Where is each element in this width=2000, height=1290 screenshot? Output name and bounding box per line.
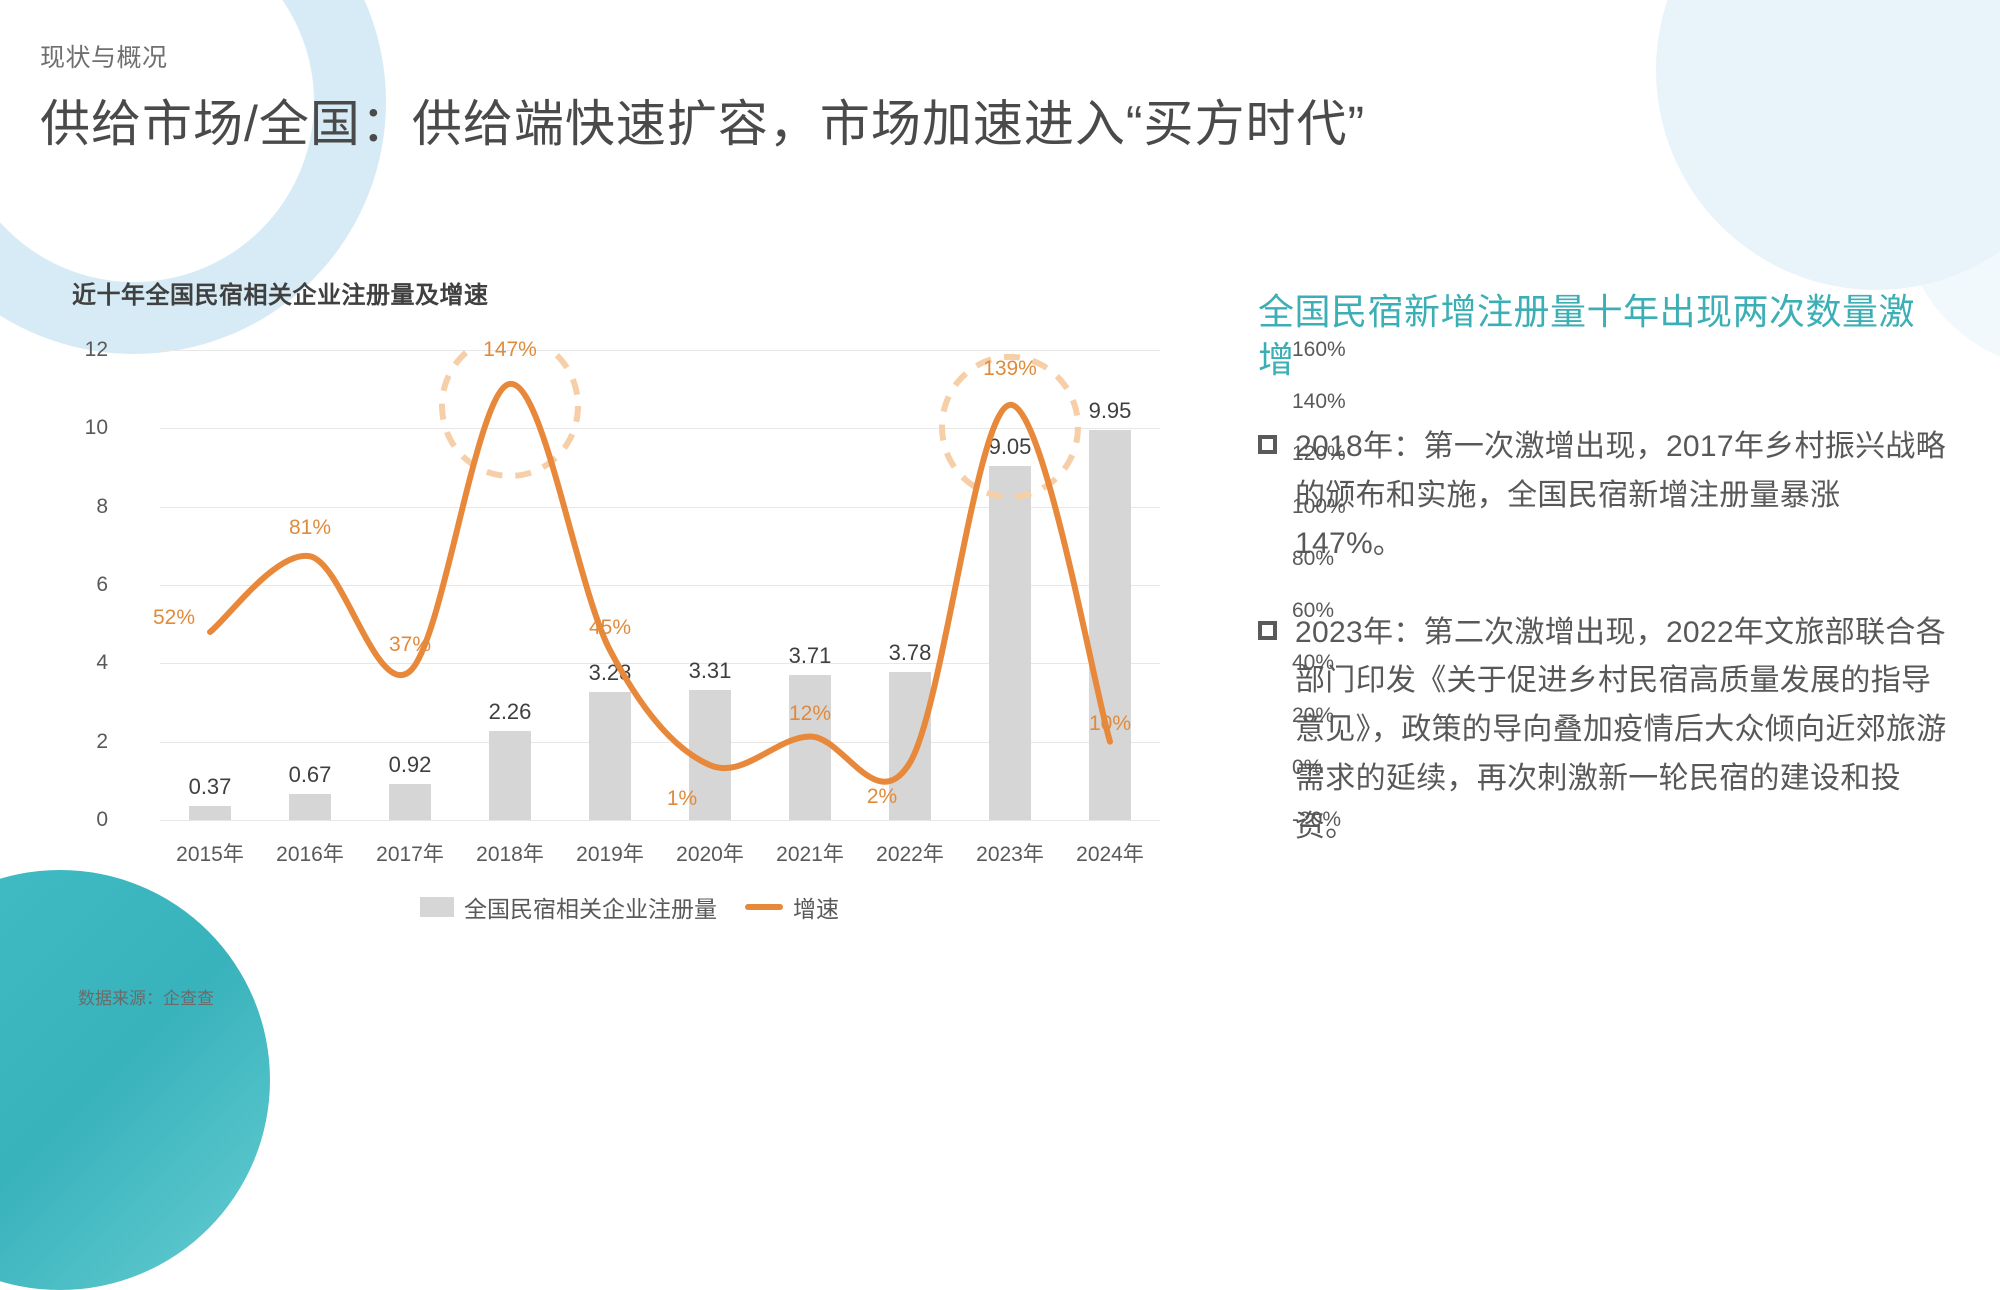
chart-line-series [207, 350, 1113, 785]
secondary-y-axis-tick-label: 80% [1292, 546, 1335, 570]
list-item: 2018年：第一次激增出现，2017年乡村振兴战略的颁布和实施，全国民宿新增注册… [1258, 423, 1948, 569]
line-value-label: 139% [983, 356, 1037, 380]
bar-value-label: 0.37 [188, 773, 232, 799]
bar-value-label: 9.05 [988, 433, 1032, 459]
highlight-ellipse-annotation [939, 353, 1081, 500]
growth-rate-line [207, 380, 1113, 785]
line-value-label: 10% [1088, 711, 1132, 735]
x-axis-tick-label: 2021年 [776, 843, 844, 866]
right-panel-heading: 全国民宿新增注册量十年出现两次数量激增 [1258, 291, 1916, 380]
bar-value-label: 2.26 [488, 699, 532, 725]
x-axis-tick-label: 2020年 [676, 843, 744, 866]
line-swatch-icon [745, 904, 783, 910]
chart-bar [989, 465, 1031, 820]
chart-bar [1089, 430, 1131, 820]
secondary-y-axis-tick-label: 20% [1292, 703, 1335, 727]
chart-gridline [160, 585, 1160, 586]
line-value-label: 52% [152, 606, 196, 629]
chart-bar [189, 805, 231, 820]
bar-value-label: 0.92 [388, 751, 432, 777]
x-axis-tick-label: 2016年 [276, 843, 344, 866]
chart-title: 近十年全国民宿相关企业注册量及增速 [72, 282, 489, 309]
chart-gridline [160, 741, 1160, 743]
page-title: 供给市场/全国：供给端快速扩容，市场加速进入“买方时代” [40, 96, 1366, 152]
y-axis-tick-label: 4 [96, 651, 108, 675]
chart-gridline [160, 506, 1160, 508]
decorative-circle-top-right [1656, 0, 2000, 290]
bullet-text: 2018年：第一次激增出现，2017年乡村振兴战略的颁布和实施，全国民宿新增注册… [1295, 430, 1946, 561]
chart-gridline [160, 663, 1160, 665]
square-bullet-icon [1258, 435, 1277, 455]
x-axis-tick-label: 2017年 [376, 843, 444, 866]
x-axis-tick-label: 2015年 [176, 843, 244, 866]
bar-value-label: 3.31 [688, 658, 732, 684]
chart-area: 0 2 4 6 8 10 12 -20% 0% 20% 40% 60% 80% 100% 120% 140% 1… [40, 338, 1346, 866]
legend-item-registrations[interactable]: 全国民宿相关企业注册量 [420, 890, 717, 924]
decorative-circle-bottom-left [0, 870, 270, 1290]
bar-swatch-icon [420, 897, 454, 917]
chart-gridline [160, 428, 1160, 430]
chart-block: 近十年全国民宿相关企业注册量及增速 0 2 4 6 8 10 12 -20% 0% 20% 40% 6… [40, 275, 1346, 866]
bar-value-label: 3.78 [888, 639, 932, 665]
y-axis-tick-label: 0 [96, 808, 108, 831]
chart-bar [289, 793, 331, 820]
chart-plot-area: 0 2 4 6 8 10 12 -20% 0% 20% 40% 60% 80% 100% 120% 140% 1… [85, 338, 1346, 831]
highlight-ellipse-annotation [439, 350, 581, 479]
line-value-label: 37% [388, 633, 432, 657]
x-axis-tick-label: 2024年 [1076, 843, 1144, 866]
list-item: 2023年：第二次激增出现，2022年文旅部联合各部门印发《关于促进乡村民宿高质… [1258, 609, 1948, 852]
chart-gridline [160, 350, 1160, 351]
secondary-y-axis-tick-label: 0% [1292, 755, 1323, 779]
line-value-label: 81% [288, 516, 332, 540]
secondary-y-axis-tick-label: 40% [1292, 651, 1335, 675]
chart-gridline [160, 820, 1160, 821]
chart-bar [489, 731, 531, 820]
secondary-y-axis-tick-label: 140% [1292, 390, 1346, 414]
secondary-y-axis-tick-label: 60% [1292, 599, 1335, 623]
slide-header: 现状与概况 供给市场/全国：供给端快速扩容，市场加速进入“买方时代” [40, 38, 1365, 156]
y-axis-tick-label: 10 [84, 416, 108, 440]
line-value-label: 12% [788, 702, 832, 726]
y-axis-tick-label: 6 [96, 573, 108, 596]
secondary-y-axis-tick-label: 120% [1292, 442, 1346, 466]
legend-label: 增速 [793, 896, 839, 922]
line-value-label: 2% [866, 784, 898, 808]
bullet-text: 2023年：第二次激增出现，2022年文旅部联合各部门印发《关于促进乡村民宿高质… [1295, 615, 1947, 844]
y-axis-tick-label: 2 [96, 729, 108, 753]
secondary-y-axis-tick-label: 100% [1292, 494, 1346, 518]
line-value-label: 147% [483, 337, 537, 361]
x-axis-tick-label: 2019年 [576, 843, 644, 866]
chart-bar [889, 671, 931, 820]
y-axis-tick-label: 8 [96, 494, 108, 518]
chart-bar [589, 691, 631, 820]
square-bullet-icon [1258, 620, 1277, 640]
chart-legend: 全国民宿相关企业注册量 增速 [420, 890, 839, 924]
x-axis-tick-label: 2022年 [876, 843, 944, 866]
line-value-label: 45% [588, 616, 632, 640]
source-note: 数据来源：企查查 [78, 989, 214, 1008]
section-eyebrow: 现状与概况 [40, 44, 168, 72]
chart-bar [389, 783, 431, 820]
x-axis-tick-label: 2018年 [476, 843, 544, 866]
x-axis-tick-label: 2023年 [976, 843, 1044, 866]
legend-label: 全国民宿相关企业注册量 [464, 896, 717, 922]
secondary-y-axis-tick-label: 160% [1292, 338, 1346, 361]
bar-value-label: 9.95 [1088, 398, 1132, 424]
chart-bar [789, 674, 831, 820]
right-panel: 全国民宿新增注册量十年出现两次数量激增 2018年：第一次激增出现，2017年乡… [1258, 288, 1948, 852]
secondary-y-axis-tick-label: -20% [1292, 808, 1342, 831]
bar-value-label: 0.67 [288, 761, 332, 787]
bar-value-label: 3.71 [788, 642, 832, 668]
line-value-label: 1% [666, 787, 698, 811]
y-axis-tick-label: 12 [84, 338, 108, 361]
legend-item-growth-rate[interactable]: 增速 [745, 890, 839, 924]
